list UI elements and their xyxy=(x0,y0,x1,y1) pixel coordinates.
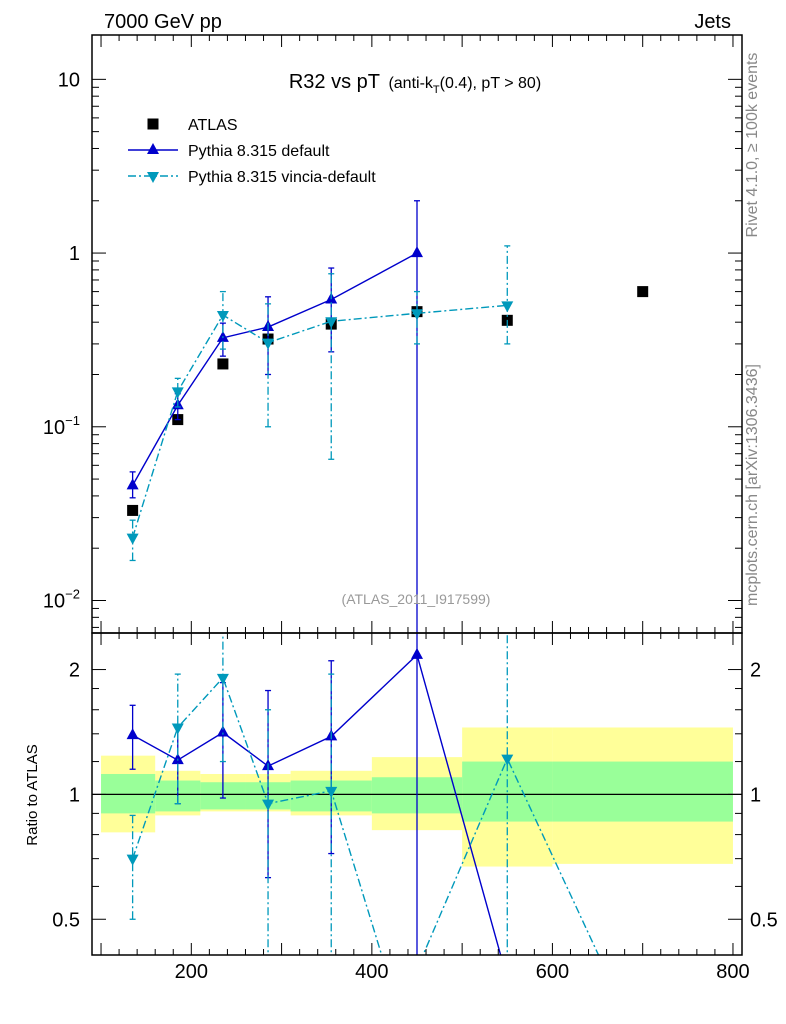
ratio-y-tick-label-right: 1 xyxy=(750,784,761,806)
pythia-8-315-default-ratio-point xyxy=(126,728,139,740)
ratio-y-tick-label-right: 0.5 xyxy=(750,909,778,931)
ratio-y-tick-label: 0.5 xyxy=(52,909,80,931)
pythia-8-315-vincia-default-ratio-point xyxy=(171,723,184,735)
analysis-id: (ATLAS_2011_I917599) xyxy=(342,591,491,607)
pythia-8-315-default-ratio-line xyxy=(132,653,502,955)
y-tick-label-base: 10 xyxy=(43,590,65,612)
y-tick-label: 10−2 xyxy=(43,586,80,612)
pythia-8-315-vincia-default-point xyxy=(262,338,275,350)
x-tick-label: 400 xyxy=(355,961,388,983)
rivet-version-label: Rivet 4.1.0, ≥ 100k events xyxy=(744,52,761,238)
y-tick-label: 10−1 xyxy=(43,413,80,439)
ratio-y-tick-label: 1 xyxy=(69,784,80,806)
chart-title: R32 vs pT (anti-kT(0.4), pT > 80) xyxy=(289,71,541,96)
pythia-8-315-vincia-default-point xyxy=(501,301,514,313)
ratio-series xyxy=(126,633,600,955)
pythia-8-315-vincia-default-point xyxy=(411,309,423,321)
mcplots-label: mcplots.cern.ch [arXiv:1306.3436] xyxy=(744,364,761,606)
pythia-8-315-default-line xyxy=(132,252,418,486)
legend-marker-pythia-8-315-vincia-default xyxy=(147,172,159,183)
pythia-8-315-default-point xyxy=(411,246,423,258)
legend-label-pythia-8-315-vincia-default: Pythia 8.315 vincia-default xyxy=(188,169,376,186)
ratio-y-tick-label-right: 2 xyxy=(750,660,761,682)
x-tick-label: 600 xyxy=(536,961,569,983)
x-tick-label: 200 xyxy=(175,961,208,983)
ratio-ylabel: Ratio to ATLAS xyxy=(24,744,41,845)
pythia-8-315-default-ratio-point xyxy=(216,725,229,737)
atlas-point xyxy=(127,504,139,516)
y-tick-label-base: 10 xyxy=(43,417,65,439)
atlas-point xyxy=(217,358,229,370)
legend-label-atlas: ATLAS xyxy=(188,117,238,134)
pythia-8-315-default-ratio-point xyxy=(411,647,423,659)
pythia-8-315-vincia-default-ratio-point xyxy=(216,673,229,685)
x-tick-label: 800 xyxy=(716,961,749,983)
pythia-8-315-default-point xyxy=(126,478,139,490)
pythia-8-315-vincia-default-point xyxy=(126,533,139,545)
pythia-8-315-vincia-default-ratio-line xyxy=(131,676,600,955)
pythia-8-315-vincia-default-point xyxy=(216,311,229,323)
pythia-8-315-vincia-default-point xyxy=(171,387,184,399)
pythia-8-315-vincia-default-ratio-point xyxy=(126,854,139,866)
title-sub-subscript: T xyxy=(433,84,440,96)
ratio-band-inner xyxy=(101,773,156,814)
title-sub-end: (0.4), pT > 80) xyxy=(440,75,542,92)
pythia-8-315-default-ratio-point xyxy=(171,753,184,765)
pythia-8-315-vincia-default-ratio-point xyxy=(325,786,338,798)
pythia-8-315-vincia-default-ratio-point xyxy=(501,754,514,766)
legend-marker-atlas xyxy=(147,118,159,130)
ratio-y-tick-label: 2 xyxy=(69,660,80,682)
ratio-band-inner xyxy=(552,761,733,822)
y-tick-label-exponent: −1 xyxy=(65,413,80,428)
header-right: Jets xyxy=(694,11,731,33)
y-tick-label-exponent: −2 xyxy=(65,586,80,601)
pythia-8-315-vincia-default-point xyxy=(325,317,338,329)
y-tick-label: 1 xyxy=(69,243,80,265)
header-left: 7000 GeV pp xyxy=(104,11,222,33)
atlas-point xyxy=(637,286,649,298)
main-series xyxy=(126,200,649,633)
legend-marker-pythia-8-315-default xyxy=(147,143,159,154)
legend: ATLAS Pythia 8.315 default Pythia 8.315 vi… xyxy=(128,117,376,186)
legend-label-pythia-8-315-default: Pythia 8.315 default xyxy=(188,143,330,160)
title-main: R32 vs pT xyxy=(289,71,380,93)
pythia-8-315-vincia-default-line xyxy=(131,304,508,538)
pythia-8-315-vincia-default-ratio-point xyxy=(262,799,275,811)
y-tick-label: 10 xyxy=(58,69,80,91)
title-sub: (anti-k xyxy=(388,75,433,92)
